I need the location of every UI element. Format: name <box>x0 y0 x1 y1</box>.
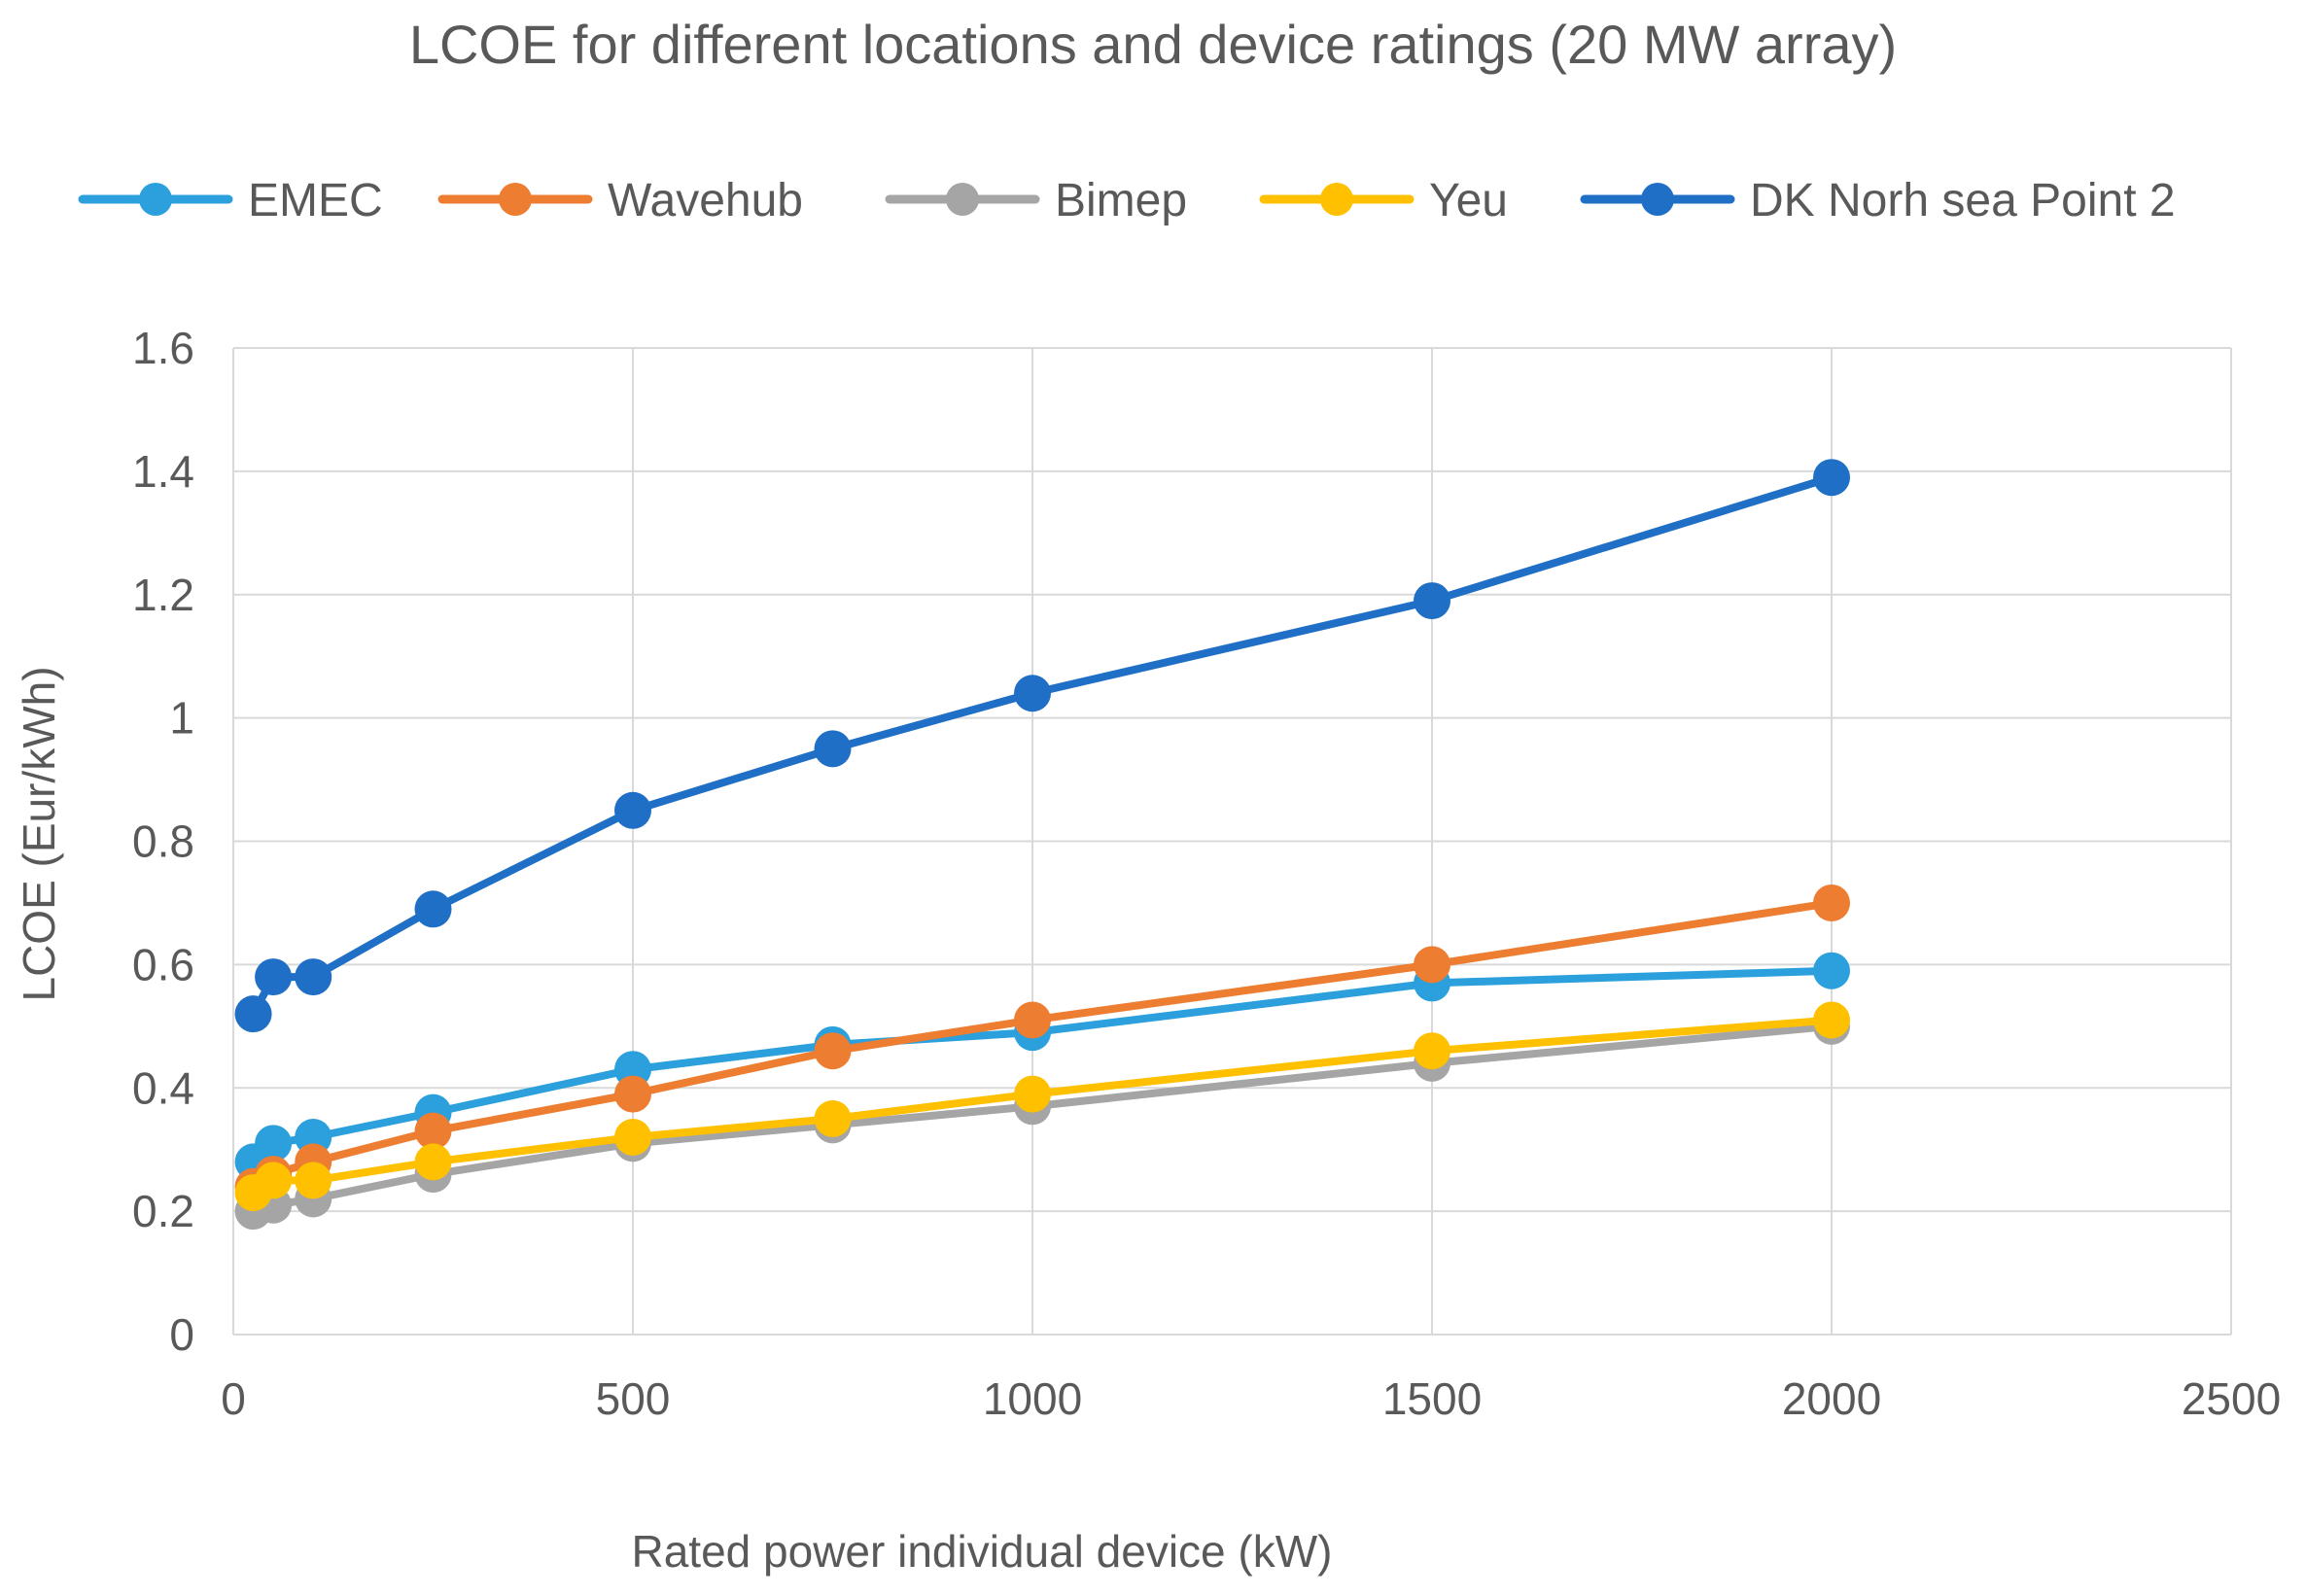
y-tick-label: 1.4 <box>132 446 194 497</box>
data-point-yeu <box>295 1162 332 1199</box>
series-group <box>234 459 1850 1231</box>
y-axis-label: LCOE (Eur/kWh) <box>14 666 64 1001</box>
data-point-wavehub <box>614 1075 651 1113</box>
y-tick-label: 0 <box>169 1309 194 1360</box>
data-point-yeu <box>1414 1032 1450 1070</box>
data-point-dk-norh-sea-point-2 <box>1014 675 1051 712</box>
data-point-dk-norh-sea-point-2 <box>414 890 452 928</box>
x-axis-label: Rated power individual device (kW) <box>632 1526 1333 1577</box>
series-yeu <box>234 1001 1850 1212</box>
data-point-emec <box>1813 952 1850 989</box>
data-point-dk-norh-sea-point-2 <box>1813 459 1850 497</box>
legend-label: Yeu <box>1429 175 1508 226</box>
y-tick-label: 0.4 <box>132 1062 194 1113</box>
x-tick-label: 2500 <box>2182 1373 2281 1424</box>
x-tick-label: 2000 <box>1782 1373 1881 1424</box>
y-tick-label: 0.8 <box>132 816 194 867</box>
legend-item-yeu: Yeu <box>1259 175 1508 226</box>
legend-swatch-marker <box>1641 183 1674 216</box>
data-point-wavehub <box>1014 1001 1051 1039</box>
y-tick-label: 1 <box>169 693 194 744</box>
data-point-wavehub <box>1414 946 1450 984</box>
y-tick-label: 0.6 <box>132 939 194 989</box>
legend-swatch-marker <box>1320 183 1353 216</box>
data-point-dk-norh-sea-point-2 <box>814 730 852 768</box>
x-axis-ticks: 0 500 1000 1500 2000 2500 <box>221 1373 2281 1424</box>
data-point-emec <box>255 1125 293 1162</box>
data-point-wavehub <box>414 1112 452 1150</box>
y-axis-ticks: 0 0.2 0.4 0.6 0.8 1 1.2 1.4 1.6 <box>132 323 194 1360</box>
legend-label: EMEC <box>248 175 383 226</box>
chart-title: LCOE for different locations and device … <box>409 14 1897 75</box>
data-point-yeu <box>414 1143 452 1181</box>
x-tick-label: 1000 <box>983 1373 1082 1424</box>
legend-item-emec: EMEC <box>78 175 383 226</box>
legend-swatch-marker <box>499 183 532 216</box>
data-point-yeu <box>1014 1075 1051 1113</box>
series-dk-norh-sea-point-2 <box>234 459 1850 1033</box>
data-point-dk-norh-sea-point-2 <box>255 958 293 996</box>
legend-label: Bimep <box>1055 175 1187 226</box>
legend-item-bimep: Bimep <box>885 175 1187 226</box>
data-point-wavehub <box>1813 884 1850 921</box>
data-point-dk-norh-sea-point-2 <box>614 791 651 829</box>
x-tick-label: 0 <box>221 1373 246 1424</box>
data-point-yeu <box>614 1119 651 1156</box>
x-tick-label: 1500 <box>1382 1373 1482 1424</box>
legend-swatch-marker <box>139 183 172 216</box>
x-tick-label: 500 <box>596 1373 671 1424</box>
legend-item-dk-norh-sea-point-2: DK Norh sea Point 2 <box>1580 175 2176 226</box>
series-line-emec <box>249 966 1835 1166</box>
data-point-yeu <box>255 1162 293 1199</box>
legend-swatch-marker <box>946 183 979 216</box>
y-tick-label: 1.6 <box>132 323 194 373</box>
data-point-yeu <box>1813 1001 1850 1039</box>
data-point-dk-norh-sea-point-2 <box>295 958 332 996</box>
data-point-dk-norh-sea-point-2 <box>234 995 272 1033</box>
y-tick-label: 0.2 <box>132 1186 194 1236</box>
gridlines <box>232 347 2232 1336</box>
legend-item-wavehub: Wavehub <box>437 175 803 226</box>
y-tick-label: 1.2 <box>132 570 194 620</box>
legend-label: Wavehub <box>608 175 803 226</box>
series-emec <box>234 952 1850 1181</box>
data-point-wavehub <box>814 1032 852 1070</box>
data-point-yeu <box>814 1099 852 1137</box>
legend: EMEC Wavehub Bimep Yeu DK Norh sea Point 2 <box>78 175 2176 226</box>
legend-label: DK Norh sea Point 2 <box>1750 175 2176 226</box>
data-point-dk-norh-sea-point-2 <box>1414 582 1450 620</box>
series-line-dk-norh-sea-point-2 <box>249 473 1835 1019</box>
